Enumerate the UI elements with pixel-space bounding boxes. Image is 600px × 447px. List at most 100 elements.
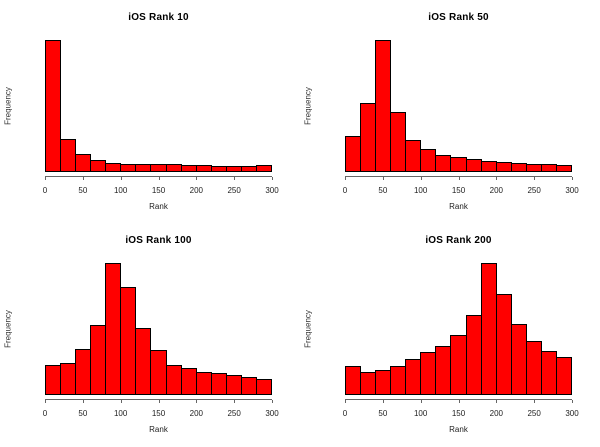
histogram-panel-rank-100: iOS Rank 100 Frequency 0 50 100 150 200 250 30… (0, 223, 300, 446)
x-axis-tick-label: 50 (78, 409, 88, 418)
x-axis-tick-label: 100 (113, 409, 128, 418)
x-axis-tick (420, 400, 422, 403)
histogram-bar (375, 370, 392, 395)
y-axis-label: Frequency (303, 310, 313, 348)
x-axis-label: Rank (449, 202, 468, 211)
histogram-bar (525, 164, 542, 172)
histogram-bar (405, 359, 422, 395)
x-axis-tick-label: 200 (489, 186, 504, 195)
x-axis-tick (382, 177, 384, 180)
histogram-bar (105, 163, 122, 172)
x-axis-tick (572, 400, 573, 403)
x-axis-tick (458, 400, 460, 403)
x-axis-tick (458, 177, 460, 180)
x-axis-tick (345, 400, 346, 403)
histogram-bar (225, 166, 242, 172)
x-axis-tick-label: 100 (113, 186, 128, 195)
histogram-bar (435, 346, 452, 395)
x-axis-tick (120, 177, 122, 180)
x-axis-tick-label: 50 (78, 186, 88, 195)
histogram-bar (420, 149, 437, 172)
x-axis-tick (272, 177, 273, 180)
histogram-bar (90, 160, 107, 172)
x-axis-tick (272, 400, 273, 403)
x-axis-tick (345, 177, 346, 180)
x-axis-tick (158, 400, 160, 403)
x-axis: 0 50 100 150 200 250 300 (42, 176, 279, 197)
histogram-bar (45, 365, 62, 395)
x-axis-label: Rank (149, 202, 168, 211)
x-axis-tick-label: 250 (527, 409, 541, 418)
x-axis-tick (196, 177, 198, 180)
plot-area (45, 263, 272, 395)
x-axis: 0 50 100 150 200 250 300 (343, 176, 579, 197)
histogram-panel-rank-10: iOS Rank 10 Frequency 0 50 100 150 200 250 300… (0, 0, 300, 223)
x-axis-tick (572, 177, 573, 180)
histogram-bar (510, 163, 527, 172)
histogram-bar (255, 165, 272, 172)
histogram-bar (540, 351, 557, 395)
histogram-bar (450, 157, 467, 172)
histogram-bar (255, 379, 272, 395)
x-axis-tick-label: 150 (451, 409, 466, 418)
histogram-bar (450, 335, 467, 395)
histogram-bar (345, 136, 362, 172)
histogram-bar (180, 165, 197, 172)
histogram-bar (480, 263, 497, 395)
y-axis-label: Frequency (3, 87, 13, 125)
x-axis-tick (82, 177, 84, 180)
x-axis-tick-label: 300 (565, 186, 579, 195)
histogram-bar (495, 294, 512, 395)
x-axis-tick-label: 0 (42, 186, 48, 195)
x-axis-tick (45, 400, 46, 403)
chart-title: iOS Rank 200 (425, 235, 492, 246)
plot-area (45, 40, 272, 172)
histogram-bar (180, 368, 197, 395)
x-axis-tick-label: 150 (151, 409, 166, 418)
x-axis-tick-label: 0 (342, 409, 348, 418)
histogram-bar (540, 164, 557, 172)
histogram-bar (210, 373, 227, 395)
chart-title: iOS Rank 50 (428, 12, 489, 23)
histogram-bar (90, 325, 107, 395)
histogram-bar (345, 366, 362, 395)
x-axis-tick (234, 177, 236, 180)
histogram-bar (360, 372, 377, 395)
histogram-bar (390, 366, 407, 395)
x-axis-label: Rank (449, 425, 468, 434)
histogram-bar (135, 328, 152, 395)
histogram-bar (195, 372, 212, 395)
x-axis-tick (534, 177, 536, 180)
x-axis-tick-label: 250 (527, 186, 541, 195)
histogram-bar (465, 159, 482, 172)
x-axis-tick-label: 300 (565, 409, 579, 418)
histogram-bar (510, 324, 527, 395)
histogram-bar (120, 287, 137, 395)
x-axis-tick-label: 250 (227, 186, 241, 195)
histogram-bar (225, 375, 242, 395)
x-axis-tick (234, 400, 236, 403)
histogram-bar (165, 164, 182, 172)
histogram-bar (435, 155, 452, 172)
histogram-bar (405, 140, 422, 172)
histogram-bar (75, 349, 92, 395)
histogram-bar (525, 341, 542, 395)
x-axis-tick-label: 200 (189, 186, 204, 195)
histogram-bar (375, 40, 392, 172)
histogram-bar (240, 166, 257, 172)
histogram-bar (465, 315, 482, 395)
histogram-bar (240, 377, 257, 395)
x-axis-tick (120, 400, 122, 403)
y-axis-label: Frequency (3, 310, 13, 348)
x-axis-tick (534, 400, 536, 403)
histogram-bar (60, 363, 77, 395)
histogram-bar (390, 112, 407, 172)
histogram-bar (195, 165, 212, 172)
x-axis: 0 50 100 150 200 250 300 (43, 399, 279, 420)
plot-area (345, 263, 572, 395)
x-axis-tick-label: 150 (151, 186, 166, 195)
x-axis-tick (382, 400, 384, 403)
y-axis-label: Frequency (303, 87, 313, 125)
x-axis-tick (196, 400, 198, 403)
x-axis-tick-label: 100 (413, 186, 428, 195)
